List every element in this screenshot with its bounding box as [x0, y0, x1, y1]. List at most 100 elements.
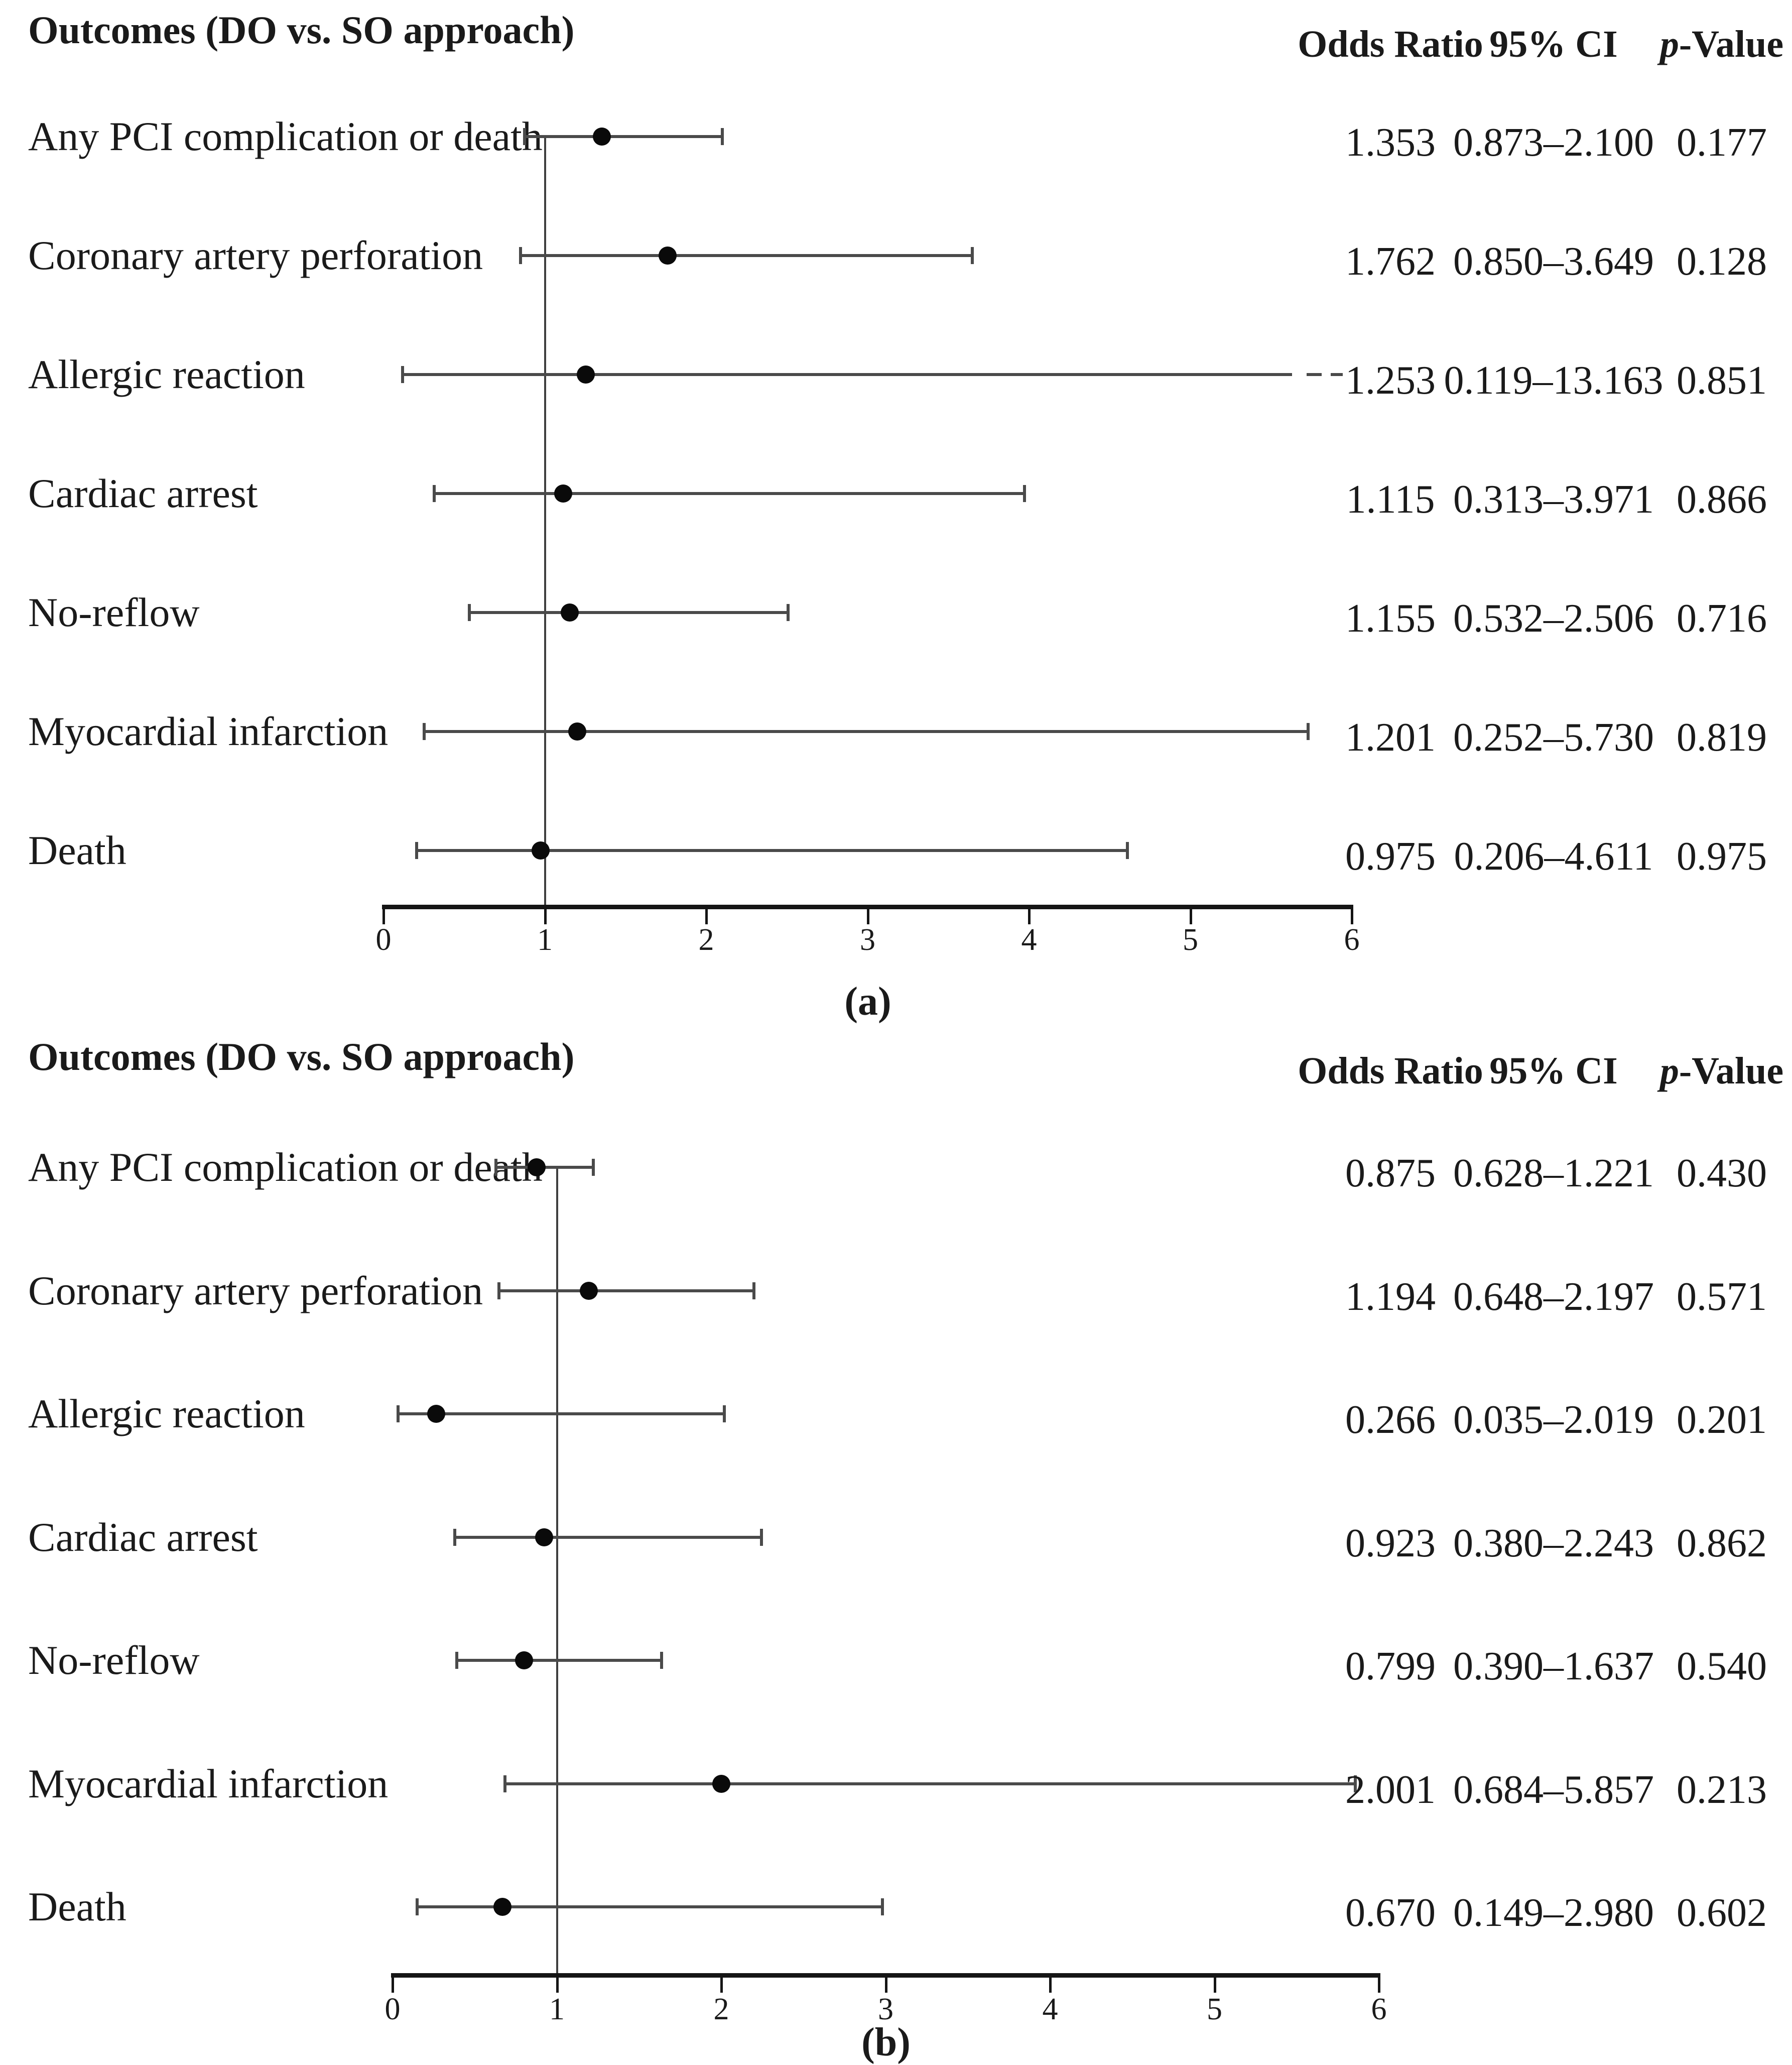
ci-whisker — [469, 611, 788, 614]
p-value: 0.430 — [1677, 1151, 1767, 1195]
or-marker — [561, 603, 579, 622]
ci-cap-left — [401, 366, 405, 383]
x-axis-tick-label: 1 — [549, 1992, 565, 2026]
reference-line — [544, 137, 546, 907]
ci-cap-right — [1022, 485, 1026, 502]
odds-ratio-value: 1.115 — [1346, 477, 1435, 522]
outcome-label: Myocardial infarction — [28, 1761, 389, 1806]
x-axis-tick-label: 4 — [1021, 923, 1037, 957]
p-value: 0.128 — [1677, 239, 1767, 284]
or-marker — [532, 841, 550, 860]
ci-value: 0.119–13.163 — [1444, 358, 1663, 403]
x-axis-tick-label: 0 — [375, 923, 392, 957]
or-marker — [527, 1158, 546, 1176]
ci-overflow-dash — [1306, 373, 1322, 376]
ci-whisker — [499, 1289, 754, 1292]
x-axis-tick — [720, 1976, 723, 1993]
ci-cap-right — [723, 1405, 726, 1422]
x-axis-tick-label: 0 — [385, 1992, 401, 2026]
x-axis-tick-label: 4 — [1042, 1992, 1058, 2026]
or-marker — [493, 1898, 512, 1916]
x-axis-tick — [544, 907, 547, 924]
or-marker — [427, 1405, 446, 1423]
ci-whisker — [398, 1412, 725, 1415]
or-marker — [659, 247, 677, 265]
p-italic-letter: p — [1659, 1050, 1679, 1092]
ci-cap-right — [1354, 1775, 1357, 1792]
ci-value: 0.684–5.857 — [1453, 1768, 1654, 1812]
panel-a-column-header-p-value: p-Value — [1546, 19, 1792, 69]
or-marker — [568, 722, 587, 741]
x-axis-tick — [1028, 907, 1031, 924]
or-marker — [515, 1651, 533, 1669]
ci-whisker — [524, 135, 723, 138]
ci-cap-left — [523, 128, 526, 145]
reference-line — [556, 1167, 558, 1976]
p-value: 0.540 — [1677, 1644, 1767, 1688]
p-value: 0.716 — [1677, 596, 1767, 641]
panel-a-column-header-ci: 95% CI — [1489, 23, 1618, 65]
panel-a-title: Outcomes (DO vs. SO approach) — [28, 8, 575, 52]
p-value: 0.851 — [1677, 358, 1767, 403]
or-marker — [712, 1775, 731, 1793]
ci-whisker — [505, 1782, 1356, 1785]
outcome-label: Death — [28, 1884, 126, 1929]
p-value: 0.602 — [1677, 1891, 1767, 1935]
ci-cap-left — [497, 1282, 501, 1299]
panel-b-title: Outcomes (DO vs. SO approach) — [28, 1035, 575, 1078]
ci-value: 0.850–3.649 — [1453, 239, 1654, 284]
x-axis-line — [391, 1973, 1380, 1978]
outcome-label: Allergic reaction — [28, 351, 305, 397]
ci-whisker — [434, 492, 1025, 495]
odds-ratio-value: 0.975 — [1345, 834, 1436, 879]
outcome-label: Any PCI complication or death — [28, 113, 543, 159]
panel-a-column-header-odds-ratio: Odds Ratio — [1298, 23, 1483, 65]
x-axis-tick — [866, 907, 869, 924]
odds-ratio-value: 0.670 — [1345, 1891, 1436, 1935]
p-value: 0.819 — [1677, 715, 1767, 760]
p-value: 0.213 — [1677, 1768, 1767, 1812]
x-axis-tick-label: 1 — [537, 923, 553, 957]
x-axis-line — [382, 905, 1353, 909]
panel-b-column-header-ci: 95% CI — [1489, 1050, 1618, 1092]
or-marker — [554, 484, 573, 503]
or-marker — [580, 1282, 598, 1300]
outcome-label: Coronary artery perforation — [28, 1268, 483, 1313]
p-value: 0.866 — [1677, 477, 1767, 522]
odds-ratio-value: 1.353 — [1345, 120, 1436, 165]
outcome-label: Death — [28, 827, 126, 873]
outcome-label: Coronary artery perforation — [28, 232, 483, 278]
ci-overflow-dash — [1331, 373, 1343, 376]
ci-cap-right — [721, 128, 724, 145]
panel-a-caption: (a) — [844, 980, 891, 1024]
odds-ratio-value: 1.762 — [1345, 239, 1436, 284]
ci-whisker — [456, 1659, 662, 1662]
x-axis-tick — [556, 1976, 559, 1993]
odds-ratio-value: 1.155 — [1345, 596, 1436, 641]
outcome-label: Cardiac arrest — [28, 470, 258, 516]
odds-ratio-value: 1.201 — [1345, 715, 1436, 760]
x-axis-tick-label: 5 — [1207, 1992, 1222, 2026]
ci-cap-left — [503, 1775, 506, 1792]
ci-cap-left — [415, 1898, 419, 1915]
ci-value: 0.380–2.243 — [1453, 1521, 1654, 1565]
ci-whisker — [417, 849, 1128, 852]
x-axis-tick — [884, 1976, 887, 1993]
x-axis-tick-label: 3 — [878, 1992, 893, 2026]
ci-cap-right — [971, 247, 974, 264]
outcome-label: Any PCI complication or death — [28, 1144, 543, 1190]
ci-value: 0.035–2.019 — [1453, 1398, 1654, 1442]
ci-cap-right — [759, 1529, 763, 1546]
x-axis-tick-label: 2 — [698, 923, 714, 957]
ci-cap-left — [455, 1652, 458, 1669]
p-value-rest: -Value — [1679, 1050, 1784, 1092]
x-axis-tick-label: 6 — [1371, 1992, 1387, 2026]
or-marker — [592, 128, 611, 146]
ci-value: 0.532–2.506 — [1453, 596, 1654, 641]
p-value-rest: -Value — [1679, 23, 1784, 65]
ci-cap-left — [453, 1529, 457, 1546]
ci-value: 0.206–4.611 — [1454, 834, 1653, 879]
x-axis-tick-label: 5 — [1183, 923, 1198, 957]
outcome-label: Cardiac arrest — [28, 1514, 258, 1560]
outcome-label: No-reflow — [28, 1637, 200, 1683]
